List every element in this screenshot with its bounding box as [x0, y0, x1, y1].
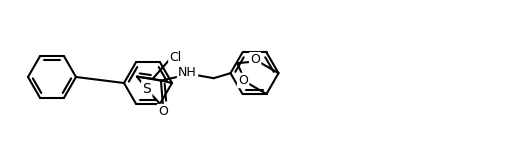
Text: S: S: [143, 82, 151, 96]
Text: O: O: [250, 53, 260, 66]
Text: O: O: [158, 105, 168, 118]
Text: Cl: Cl: [170, 51, 182, 64]
Text: NH: NH: [178, 66, 197, 79]
Text: O: O: [238, 74, 248, 87]
